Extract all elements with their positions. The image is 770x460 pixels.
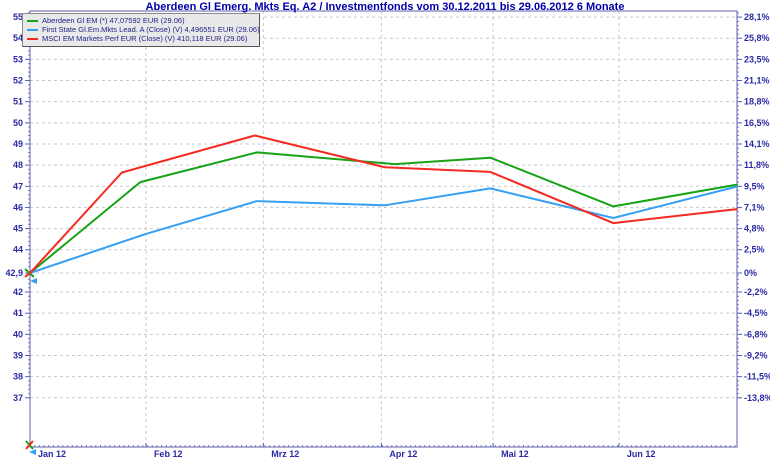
y-axis-left-label: 42,9: [5, 268, 23, 278]
x-axis-month-label: Feb 12: [154, 449, 183, 459]
y-axis-left-label: 42: [13, 287, 23, 297]
y-axis-right-label: 25,8%: [744, 33, 770, 43]
y-axis-right-label: -4,5%: [744, 308, 768, 318]
y-axis-right-label: 9,5%: [744, 181, 765, 191]
legend-swatch-firststate: [27, 28, 38, 31]
y-axis-right-label: -6,8%: [744, 329, 768, 339]
corner-marker-red: [25, 440, 34, 450]
plot-frame: [29, 10, 738, 448]
chart-line-aberdeen: [29, 151, 738, 274]
y-axis-right-label: 16,5%: [744, 118, 770, 128]
y-axis-right-label: 21,1%: [744, 76, 770, 86]
y-axis-right-label: -11,5%: [744, 372, 770, 382]
y-axis-left-label: 37: [13, 393, 23, 403]
x-axis-month-label: Jun 12: [627, 449, 656, 459]
y-axis-left-label: 54: [13, 33, 23, 43]
y-axis-right-label: -9,2%: [744, 350, 768, 360]
x-axis-month-label: Mrz 12: [271, 449, 299, 459]
legend-swatch-msci: [27, 37, 38, 40]
legend-item-firststate: First State Gl.Em.Mkts Lead. A (Close) (…: [27, 25, 260, 34]
y-axis-left-label: 50: [13, 118, 23, 128]
y-axis-left-label: 46: [13, 202, 23, 212]
legend-label-msci: MSCI EM Markets Perf EUR (Close) (V) 410…: [42, 34, 248, 43]
y-axis-right-label: -13,8%: [744, 393, 770, 403]
y-axis-right-label: 4,8%: [744, 224, 765, 234]
y-axis-right-label: 2,5%: [744, 245, 765, 255]
y-axis-left-label: 40: [13, 329, 23, 339]
y-axis-right-label: 7,1%: [744, 202, 765, 212]
y-axis-right-label: 18,8%: [744, 97, 770, 107]
legend-item-aberdeen: Aberdeen Gl EM (*) 47,07592 EUR (29.06): [27, 16, 255, 25]
legend-label-firststate: First State Gl.Em.Mkts Lead. A (Close) (…: [42, 25, 260, 34]
y-axis-left-label: 52: [13, 76, 23, 86]
y-axis-left-label: 45: [13, 224, 23, 234]
x-axis-month-label: Apr 12: [389, 449, 417, 459]
y-axis-left-label: 53: [13, 54, 23, 64]
chart-title: Aberdeen Gl Emerg. Mkts Eq. A2 / Investm…: [145, 1, 625, 13]
start-marker-blue-arrow: [30, 278, 37, 284]
legend-swatch-aberdeen: [27, 19, 38, 22]
y-axis-left-label: 49: [13, 139, 23, 149]
y-axis-left-label: 39: [13, 350, 23, 360]
y-axis-left-label: 48: [13, 160, 23, 170]
y-axis-right-label: 0%: [744, 268, 757, 278]
y-axis-right-label: 23,5%: [744, 54, 770, 64]
legend-label-aberdeen: Aberdeen Gl EM (*) 47,07592 EUR (29.06): [42, 16, 185, 25]
x-axis-month-label: Jan 12: [38, 449, 66, 459]
y-axis-left-label: 47: [13, 181, 23, 191]
start-marker-red: [24, 268, 35, 278]
chart-line-first: [29, 185, 738, 274]
y-axis-left-label: 41: [13, 308, 23, 318]
legend-item-msci: MSCI EM Markets Perf EUR (Close) (V) 410…: [27, 34, 255, 43]
y-axis-left-label: 51: [13, 97, 23, 107]
chart-line-msci: [29, 134, 738, 274]
corner-marker-blue-arrow: [29, 449, 36, 455]
y-axis-right-label: 11,8%: [744, 160, 769, 170]
y-axis-left-label: 38: [13, 372, 23, 382]
x-axis-month-label: Mai 12: [501, 449, 529, 459]
chart-legend: Aberdeen Gl EM (*) 47,07592 EUR (29.06) …: [22, 13, 260, 47]
y-axis-left-label: 55: [13, 12, 23, 22]
y-axis-left-label: 44: [13, 245, 23, 255]
y-axis-right-label: 28,1%: [744, 12, 770, 22]
y-axis-right-label: -2,2%: [744, 287, 768, 297]
y-axis-right-label: 14,1%: [744, 139, 770, 149]
